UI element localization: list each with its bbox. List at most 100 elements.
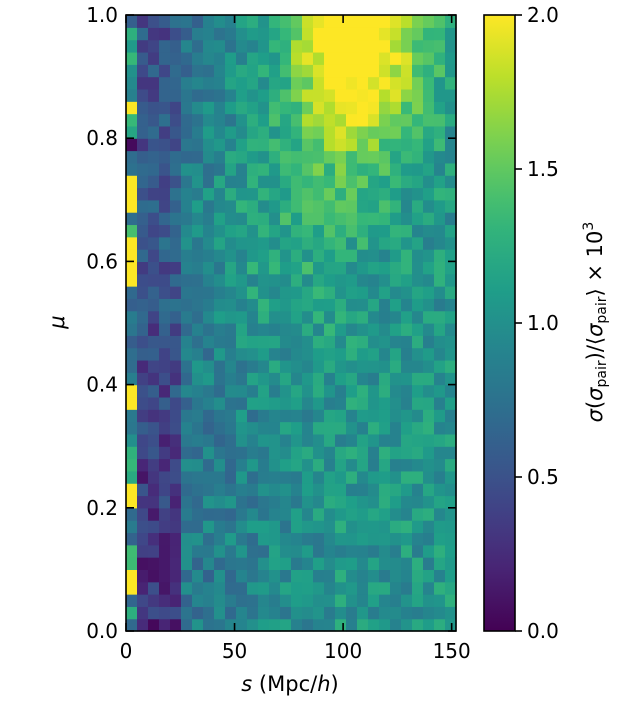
heatmap-cell: [236, 581, 248, 595]
heatmap-cell: [236, 162, 248, 176]
heatmap-cell: [258, 606, 270, 620]
heatmap-cell: [159, 470, 171, 484]
heatmap-cell: [170, 286, 182, 299]
heatmap-cell: [192, 101, 204, 115]
heatmap-cell: [445, 433, 457, 447]
heatmap-cell: [258, 249, 270, 262]
heatmap-cell: [313, 261, 325, 275]
heatmap-cell: [346, 113, 358, 127]
heatmap-cell: [280, 446, 292, 460]
heatmap-cell: [126, 150, 138, 164]
heatmap-cell: [401, 236, 413, 250]
heatmap-cell: [423, 298, 435, 312]
heatmap-cell: [335, 396, 347, 410]
heatmap-cell: [313, 125, 325, 139]
heatmap-cell: [214, 359, 226, 373]
heatmap-cell: [203, 359, 215, 373]
heatmap-cell: [390, 507, 402, 521]
heatmap-cell: [412, 298, 424, 312]
heatmap-cell: [126, 532, 138, 546]
heatmap-cell: [137, 446, 149, 460]
heatmap-cell: [368, 495, 380, 509]
heatmap-cell: [192, 433, 204, 447]
heatmap-cell: [137, 335, 149, 349]
heatmap-cell: [412, 261, 424, 275]
heatmap-cell: [346, 323, 358, 336]
heatmap-cell: [390, 236, 402, 250]
heatmap-cell: [390, 199, 402, 213]
heatmap-cell: [313, 421, 325, 435]
heatmap-cell: [137, 27, 149, 41]
colorbar-tick-label: 2.0: [527, 3, 559, 27]
heatmap-cell: [126, 212, 138, 226]
heatmap-cell: [137, 76, 149, 90]
heatmap-cell: [401, 557, 413, 570]
heatmap-cell: [434, 125, 446, 139]
heatmap-cell: [313, 249, 325, 262]
heatmap-cell: [181, 507, 193, 521]
heatmap-cell: [247, 458, 259, 472]
heatmap-cell: [368, 557, 380, 570]
heatmap-cell: [159, 594, 171, 607]
heatmap-cell: [434, 409, 446, 423]
heatmap-cell: [181, 310, 193, 324]
heatmap-cell: [357, 236, 369, 250]
heatmap-cell: [357, 51, 369, 65]
heatmap-cell: [214, 606, 226, 620]
heatmap-cell: [313, 606, 325, 620]
heatmap-cell: [247, 323, 259, 336]
heatmap-cell: [302, 101, 314, 115]
heatmap-cell: [148, 421, 160, 435]
heatmap-cell: [148, 396, 160, 410]
heatmap-cell: [225, 298, 237, 312]
heatmap-cell: [401, 483, 413, 497]
heatmap-cell: [346, 507, 358, 521]
heatmap-cell: [412, 236, 424, 250]
heatmap-cell: [291, 409, 303, 423]
heatmap-cell: [269, 298, 281, 312]
heatmap-cell: [445, 409, 457, 423]
heatmap-cell: [368, 175, 380, 189]
heatmap-cell: [357, 606, 369, 620]
heatmap-cell: [346, 199, 358, 213]
heatmap-cell: [214, 310, 226, 324]
heatmap-cell: [445, 458, 457, 472]
heatmap-cell: [269, 446, 281, 460]
heatmap-cell: [324, 544, 336, 558]
heatmap-cell: [401, 409, 413, 423]
heatmap-cell: [170, 261, 182, 275]
heatmap-cell: [302, 618, 314, 632]
heatmap-cell: [148, 372, 160, 386]
heatmap-cell: [401, 261, 413, 275]
heatmap-cell: [291, 27, 303, 41]
heatmap-cell: [390, 175, 402, 189]
heatmap-cell: [214, 569, 226, 583]
heatmap-cell: [236, 569, 248, 583]
heatmap-cell: [236, 532, 248, 546]
heatmap-cell: [434, 347, 446, 361]
heatmap-cell: [357, 162, 369, 176]
heatmap-cell: [445, 347, 457, 361]
heatmap-cell: [137, 532, 149, 546]
heatmap-cell: [368, 433, 380, 447]
heatmap-cell: [181, 347, 193, 361]
heatmap-cell: [181, 581, 193, 595]
heatmap-cell: [225, 594, 237, 607]
heatmap-cell: [302, 113, 314, 127]
heatmap-cell: [269, 125, 281, 139]
heatmap-cell: [324, 298, 336, 312]
heatmap-cell: [148, 162, 160, 176]
heatmap-cell: [192, 286, 204, 299]
heatmap-cell: [302, 384, 314, 398]
heatmap-cell: [434, 581, 446, 595]
heatmap-cell: [137, 236, 149, 250]
heatmap-cell: [192, 125, 204, 139]
heatmap-cell: [379, 236, 391, 250]
heatmap-cell: [379, 409, 391, 423]
heatmap-cell: [390, 88, 402, 102]
heatmap-cell: [137, 544, 149, 558]
heatmap-cell: [225, 125, 237, 139]
heatmap-cell: [302, 495, 314, 509]
heatmap-cell: [159, 544, 171, 558]
heatmap-cell: [324, 175, 336, 189]
